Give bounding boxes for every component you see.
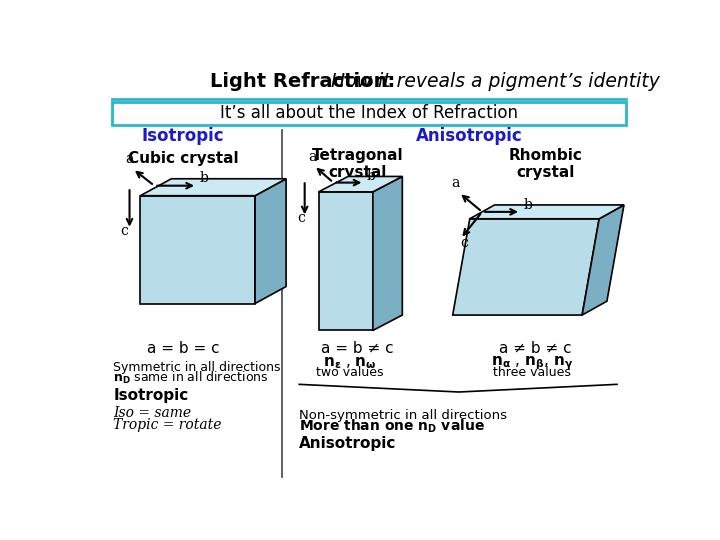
Polygon shape [319,192,373,330]
Text: b: b [199,171,208,185]
Text: Cubic crystal: Cubic crystal [127,151,238,166]
Polygon shape [469,205,624,219]
Text: b: b [366,168,376,183]
Text: c: c [120,224,128,238]
Text: a: a [307,150,316,164]
Text: Tetragonal
crystal: Tetragonal crystal [312,148,403,180]
Text: Symmetric in all directions: Symmetric in all directions [113,361,281,374]
Text: Isotropic: Isotropic [142,127,225,145]
Polygon shape [140,195,255,303]
Polygon shape [373,177,402,330]
Text: How it reveals a pigment’s identity: How it reveals a pigment’s identity [325,72,660,91]
Polygon shape [319,177,402,192]
Text: $\mathbf{n_D}$ same in all directions: $\mathbf{n_D}$ same in all directions [113,370,269,386]
Text: Light Refraction:: Light Refraction: [210,72,395,91]
Text: a = b = c: a = b = c [147,341,220,356]
Text: $\mathbf{n_\alpha}$ , $\mathbf{n_\beta}$, $\mathbf{n_\gamma}$: $\mathbf{n_\alpha}$ , $\mathbf{n_\beta}$… [490,354,573,372]
Text: Rhombic
crystal: Rhombic crystal [509,148,582,180]
Text: a: a [125,152,133,166]
Polygon shape [453,219,599,315]
Polygon shape [255,179,286,303]
Text: Anisotropic: Anisotropic [300,436,397,451]
Text: $\mathbf{n_\varepsilon}$ , $\mathbf{n_\omega}$: $\mathbf{n_\varepsilon}$ , $\mathbf{n_\o… [323,355,377,370]
Polygon shape [582,205,624,315]
Text: Iso = same: Iso = same [113,406,192,420]
Text: a = b ≠ c: a = b ≠ c [321,341,394,356]
Text: two values: two values [316,366,383,379]
Text: Tropic = rotate: Tropic = rotate [113,418,222,432]
Text: b: b [523,198,532,212]
Text: Anisotropic: Anisotropic [416,127,523,145]
Text: Non-symmetric in all directions: Non-symmetric in all directions [300,409,508,422]
Text: a: a [451,176,459,190]
Text: three values: three values [492,366,571,379]
Polygon shape [140,179,286,195]
Text: More than one $\mathbf{n_D}$ value: More than one $\mathbf{n_D}$ value [300,418,485,435]
Text: c: c [461,235,468,249]
FancyBboxPatch shape [112,102,626,125]
Text: Isotropic: Isotropic [113,388,189,403]
Text: a ≠ b ≠ c: a ≠ b ≠ c [499,341,572,356]
Text: It’s all about the Index of Refraction: It’s all about the Index of Refraction [220,104,518,122]
Text: c: c [297,211,305,225]
